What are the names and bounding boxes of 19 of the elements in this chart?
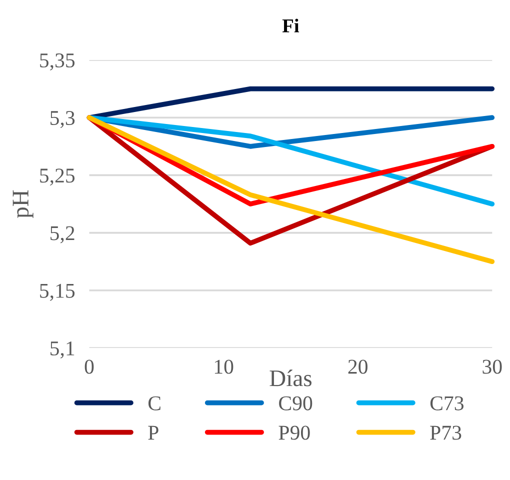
legend-label: P: [148, 426, 158, 440]
chart-title: Fi: [282, 18, 300, 32]
x-tick-label: 20: [348, 360, 368, 374]
x-axis-title: Días: [270, 370, 312, 386]
x-tick-label: 0: [84, 360, 94, 374]
legend-label: C: [148, 396, 160, 410]
y-tick-label: 5,35: [40, 53, 75, 70]
y-tick-label: 5,25: [40, 168, 75, 186]
y-tick-label: 5,1: [50, 341, 74, 358]
legend-label: P73: [430, 426, 462, 440]
legend-label: C90: [279, 396, 312, 410]
x-tick-label: 10: [214, 360, 234, 374]
y-axis-title: pH: [12, 190, 34, 218]
legend-label: P90: [278, 426, 310, 440]
y-tick-label: 5,3: [50, 111, 75, 128]
y-tick-label: 5,2: [50, 226, 74, 244]
x-tick-label: 30: [482, 360, 502, 374]
y-tick-label: 5,15: [40, 284, 75, 301]
legend-label: C73: [430, 396, 464, 410]
